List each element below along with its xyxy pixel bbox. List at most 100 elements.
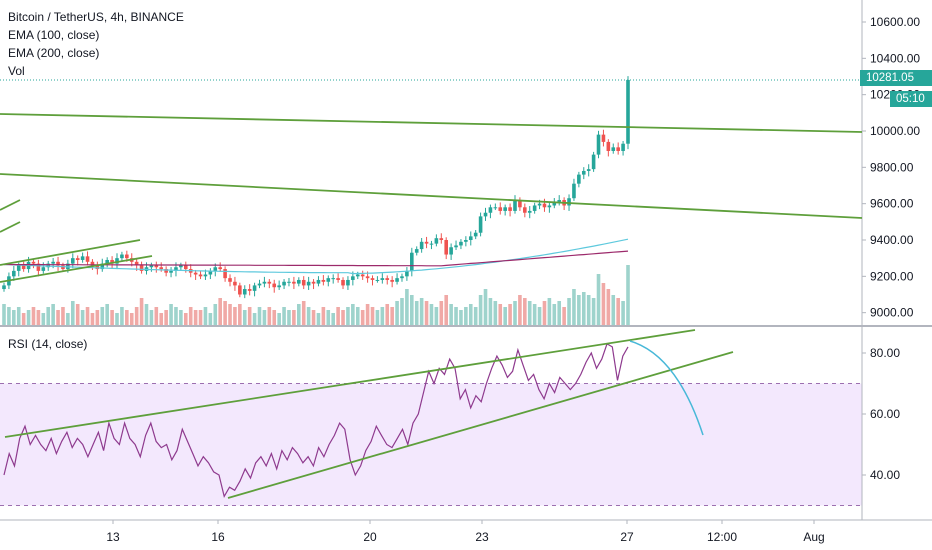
trendline-4 <box>0 199 21 211</box>
time-tick-label: 16 <box>211 530 225 544</box>
price-tick-label: 9800.00 <box>870 160 914 174</box>
price-tick-label: 9400.00 <box>870 233 914 247</box>
volume-bar <box>577 295 581 325</box>
volume-bar <box>449 304 453 325</box>
candle-body <box>208 270 213 275</box>
candle-body <box>508 207 512 211</box>
volume-bar <box>542 301 547 325</box>
candle-body <box>341 279 345 286</box>
candle-body <box>527 210 532 213</box>
volume-bar <box>213 304 218 325</box>
candle-body <box>36 263 41 271</box>
candle-body <box>100 263 105 270</box>
candle-body <box>70 258 75 264</box>
candle-body <box>267 281 272 284</box>
volume-bar <box>537 307 542 325</box>
candle-body <box>518 200 522 208</box>
candle-body <box>405 270 409 277</box>
candle-body <box>301 279 306 286</box>
candle-body <box>424 241 429 244</box>
volume-bar <box>125 310 129 325</box>
rsi-tick-label: 60.00 <box>870 407 900 421</box>
candle-body <box>400 276 404 279</box>
volume-bar <box>321 307 326 325</box>
volume-bar <box>80 310 85 325</box>
candle-body <box>46 263 51 268</box>
volume-bar <box>596 274 601 325</box>
candle-body <box>90 261 95 266</box>
volume-bar <box>483 289 488 325</box>
volume-bar <box>434 307 439 325</box>
volume-bar <box>547 298 552 325</box>
volume-bar <box>527 301 532 325</box>
time-tick-label: 13 <box>106 530 120 544</box>
candle-body <box>375 279 380 281</box>
volume-bar <box>169 304 173 325</box>
volume-bar <box>616 298 620 325</box>
candle-body <box>410 252 414 271</box>
volume-bar <box>129 313 134 325</box>
candle-body <box>292 281 296 284</box>
rsi-tick-label: 80.00 <box>870 346 900 360</box>
candle-body <box>572 183 576 199</box>
volume-bar <box>385 304 390 325</box>
candle-body <box>105 259 109 264</box>
volume-bar <box>468 304 473 325</box>
volume-bar <box>508 304 512 325</box>
candle-body <box>473 232 478 237</box>
candle-body <box>233 281 237 286</box>
ema200-legend: EMA (200, close) <box>8 46 100 60</box>
countdown-badge: 05:10 <box>890 91 932 107</box>
candle-body <box>277 285 281 288</box>
candle-body <box>488 207 493 213</box>
candle-body <box>478 216 483 233</box>
candle-body <box>164 269 168 273</box>
candle-body <box>591 154 596 170</box>
volume-bar <box>110 310 114 325</box>
volume-bar <box>336 307 340 325</box>
candle-body <box>513 200 517 211</box>
volume-bar <box>179 310 183 325</box>
candle-body <box>493 207 498 209</box>
volume-bar <box>70 301 75 325</box>
volume-bar <box>478 295 483 325</box>
volume-bar <box>100 307 105 325</box>
volume-bar <box>591 298 596 325</box>
candle-body <box>31 261 36 264</box>
candle-body <box>139 265 144 271</box>
candle-body <box>503 207 507 211</box>
candle-body <box>159 267 164 270</box>
candle-body <box>242 289 247 295</box>
volume-bar <box>149 310 154 325</box>
volume-bar <box>31 307 36 325</box>
candle-body <box>198 274 203 277</box>
rsi-tick-label: 40.00 <box>870 468 900 482</box>
candle-body <box>483 212 488 217</box>
candle-body <box>586 169 591 171</box>
volume-bar <box>341 310 345 325</box>
price-tick-label: 9000.00 <box>870 306 914 320</box>
candle-body <box>41 267 46 271</box>
candle-body <box>449 247 453 255</box>
volume-bar <box>355 307 360 325</box>
volume-bar <box>346 307 350 325</box>
volume-bar <box>120 307 124 325</box>
rsi-trendline-lower <box>227 351 734 499</box>
candle-body <box>395 278 399 282</box>
volume-bar <box>56 310 60 325</box>
volume-bar <box>282 307 286 325</box>
volume-bar <box>488 298 493 325</box>
candle-body <box>557 200 562 202</box>
candle-body <box>532 205 537 211</box>
volume-bar <box>2 304 6 325</box>
volume-bar <box>301 301 306 325</box>
price-tick-label: 10000.00 <box>870 124 920 138</box>
volume-bar <box>513 301 517 325</box>
candle-body <box>601 134 606 142</box>
candle-body <box>523 207 527 213</box>
volume-bar <box>75 304 80 325</box>
candle-body <box>464 240 468 242</box>
candle-body <box>547 205 552 208</box>
volume-bar <box>188 307 193 325</box>
